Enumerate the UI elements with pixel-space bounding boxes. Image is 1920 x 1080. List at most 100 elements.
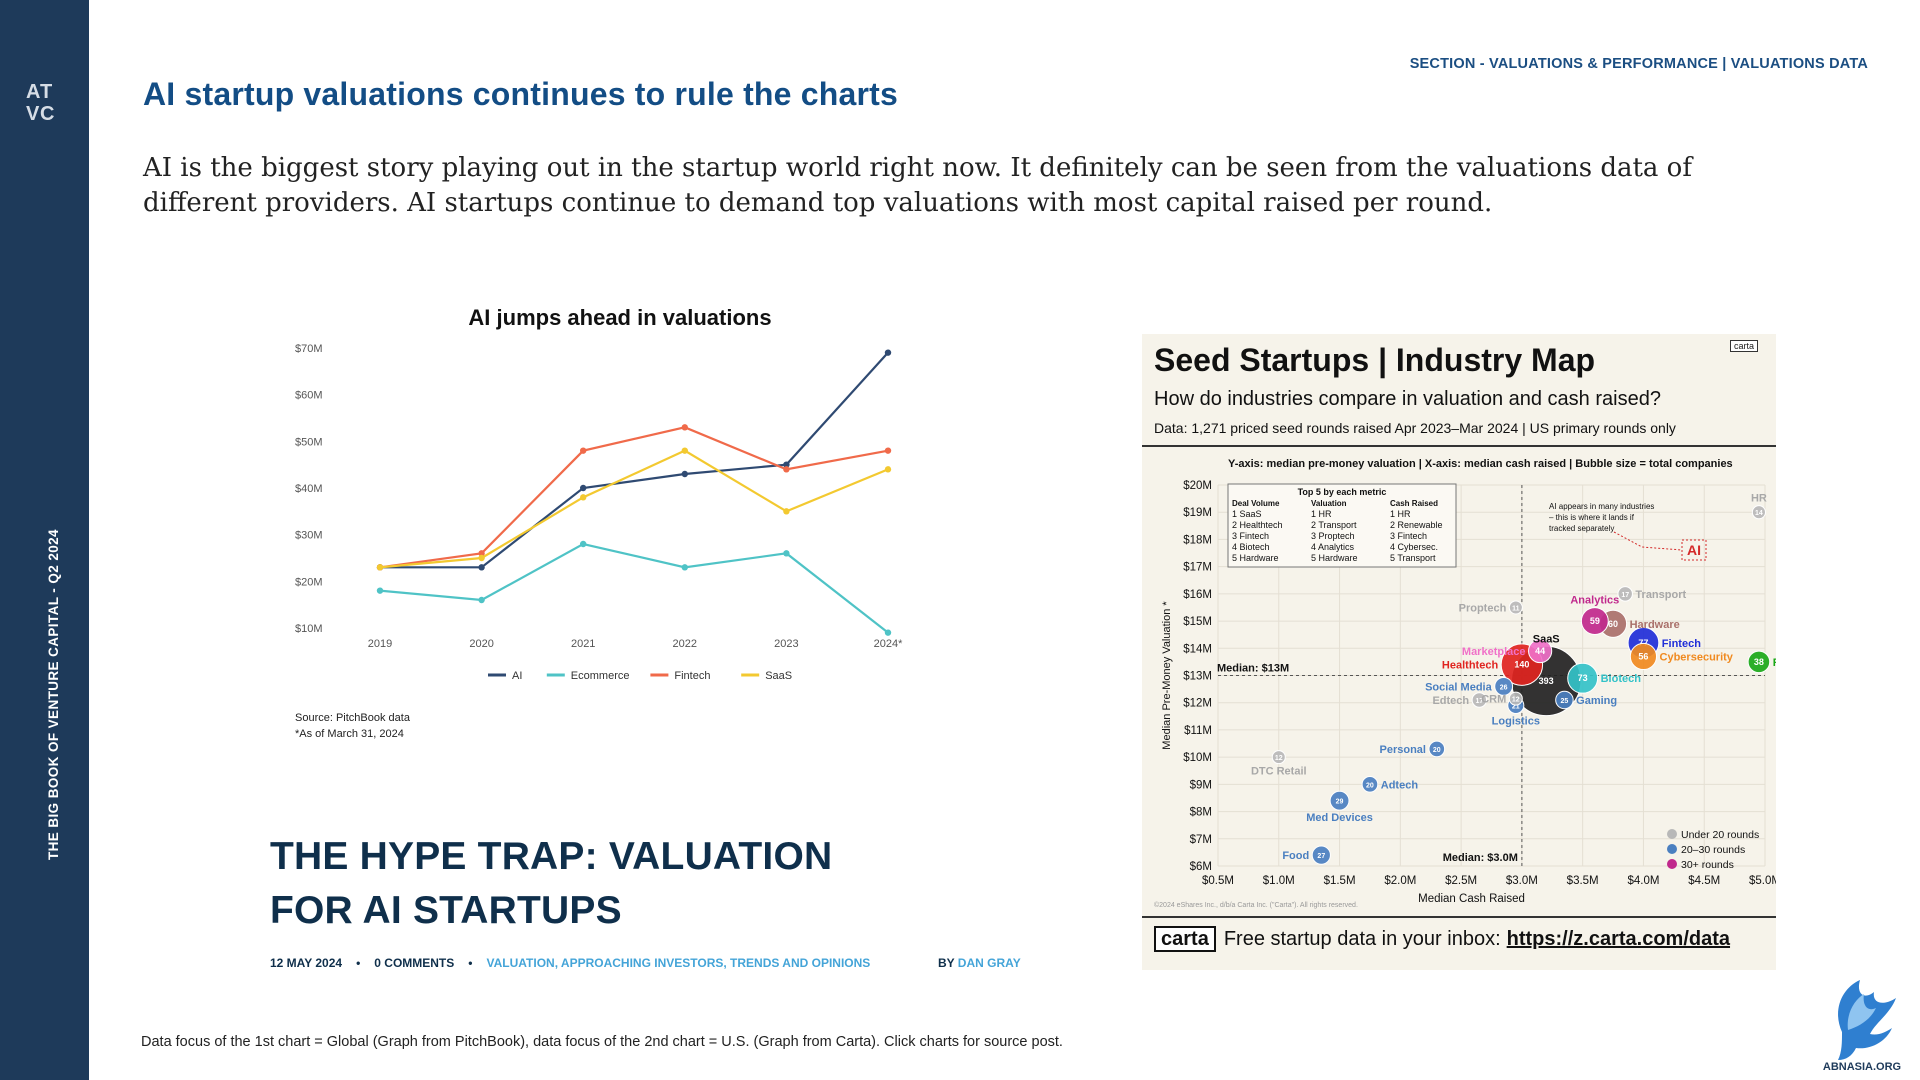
carta-y-tick-label: $10M: [1183, 752, 1212, 764]
carta-median-y-label: Median: $13M: [1217, 663, 1289, 675]
carta-bubble-count: 59: [1590, 616, 1600, 626]
article-tags-links[interactable]: VALUATION, APPROACHING INVESTORS, TRENDS…: [486, 956, 871, 970]
article-author-link[interactable]: DAN GRAY: [957, 956, 1021, 970]
carta-x-tick-label: $5.0M: [1749, 875, 1776, 887]
carta-bubble-label-gaming: Gaming: [1576, 695, 1617, 707]
carta-cta-link[interactable]: https://z.carta.com/data: [1506, 928, 1731, 950]
chart1-series-line-ecommerce: [379, 542, 889, 634]
chart1-point-saas: [783, 508, 790, 515]
chart1-y-tick-label: $50M: [295, 436, 323, 448]
carta-bubble-food: [1311, 845, 1331, 865]
carta-bubble-label-fintech: Fintech: [1662, 638, 1701, 650]
chart1-legend: AI Ecommerce Fintech SaaS: [488, 670, 792, 682]
chart1-y-tick-label: $60M: [295, 390, 323, 402]
carta-bubble-count: 14: [1755, 510, 1763, 517]
chart1-x-tick-label: 2019: [368, 638, 392, 650]
mascot-wing-shape: [1838, 980, 1896, 1060]
atvc-logo[interactable]: A T V C: [24, 78, 60, 126]
carta-bubble-count: 20: [1433, 747, 1441, 754]
chart1-legend-label: SaaS: [765, 670, 792, 682]
article-byline: BY DAN GRAY: [938, 956, 1021, 970]
chart1-y-axis: $10M $20M $30M $40M $50M $60M $70M: [295, 343, 323, 635]
sidebar-vertical-label: THE BIG BOOK OF VENTURE CAPITAL - Q2 202…: [46, 529, 61, 860]
carta-bubble-count: 17: [1621, 592, 1629, 599]
carta-median-x-label: Median: $3.0M: [1443, 852, 1518, 864]
carta-bubble-label-cybersecurity: Cybersecurity: [1660, 651, 1734, 663]
chart1-legend-label: Fintech: [674, 670, 710, 682]
footer-note: Data focus of the 1st chart = Global (Gr…: [141, 1034, 1063, 1050]
chart1-point-fintech: [884, 447, 892, 454]
carta-top5-item: 4 Biotech: [1232, 542, 1270, 552]
carta-y-tick-label: $7M: [1190, 834, 1212, 846]
chart1-title: AI jumps ahead in valuations: [468, 305, 771, 330]
carta-industry-map[interactable]: Seed Startups | Industry Map How do indu…: [1142, 334, 1776, 970]
chart1-point-ai: [580, 484, 587, 492]
carta-y-tick-label: $12M: [1183, 698, 1212, 710]
carta-bubble-med-devices: [1329, 790, 1350, 811]
carta-bubble-label-saas: SaaS: [1533, 633, 1560, 645]
article-comments[interactable]: 0 COMMENTS: [374, 956, 455, 970]
carta-legend-swatch: [1667, 844, 1677, 854]
carta-bubble-hr: [1751, 505, 1766, 520]
carta-data-note: Data: 1,271 priced seed rounds raised Ap…: [1154, 420, 1676, 436]
carta-top5-col-header: Deal Volume: [1232, 499, 1280, 508]
carta-bubble-analytics: [1580, 607, 1609, 636]
carta-top5-item: 2 Transport: [1311, 520, 1357, 530]
carta-top5-item: 5 Hardware: [1232, 553, 1279, 563]
carta-y-tick-label: $16M: [1183, 589, 1212, 601]
carta-bubble-renewables: [1747, 650, 1771, 674]
carta-y-tick-label: $19M: [1183, 507, 1212, 519]
carta-bubble-label-food: Food: [1282, 850, 1309, 862]
carta-x-tick-label: $2.5M: [1445, 875, 1477, 887]
carta-bubble-count: 38: [1754, 657, 1764, 667]
carta-bubble-count: 73: [1578, 673, 1588, 683]
carta-divider: [1142, 445, 1776, 447]
carta-x-tick-label: $0.5M: [1202, 875, 1234, 887]
carta-bubble-transport: [1617, 586, 1633, 602]
chart1-point-ai: [478, 564, 485, 571]
meta-separator-dot: •: [468, 956, 473, 970]
mascot-highlight: [1847, 994, 1876, 1030]
carta-top5-col-header: Valuation: [1311, 499, 1347, 508]
pitchbook-line-chart[interactable]: AI jumps ahead in valuations $10M $20M $30…: [270, 296, 930, 756]
chart1-source-note: Source: PitchBook data: [295, 712, 411, 724]
carta-ai-note: – this is where it lands if: [1549, 513, 1635, 522]
chart1-x-tick-label: 2020: [469, 638, 493, 650]
carta-y-tick-label: $18M: [1183, 534, 1212, 546]
abnasia-mascot-logo[interactable]: ABNASIA.ORG: [1812, 970, 1912, 1074]
carta-y-tick-label: $8M: [1190, 807, 1212, 819]
carta-axes-note: Y-axis: median pre-money valuation | X-a…: [1228, 458, 1733, 470]
carta-bubble-label-crm: CRM: [1481, 694, 1506, 706]
carta-cta[interactable]: carta Free startup data in your inbox: htt…: [1154, 926, 1731, 952]
carta-top5-item: 2 Renewable: [1390, 520, 1443, 530]
chart1-series-line-fintech: [379, 426, 889, 569]
chart1-point-fintech: [478, 550, 485, 557]
carta-legend-label: Under 20 rounds: [1681, 829, 1759, 841]
carta-bubble-dtc-retail: [1271, 750, 1286, 765]
carta-y-tick-label: $14M: [1183, 643, 1212, 655]
carta-y-tick-label: $6M: [1190, 861, 1212, 873]
carta-bubble-count: 20: [1366, 782, 1374, 789]
chart1-point-ai: [884, 349, 892, 356]
carta-ai-label: AI: [1687, 542, 1701, 558]
chart1-y-tick-label: $30M: [295, 530, 323, 542]
carta-legend-label: 30+ rounds: [1681, 859, 1734, 871]
carta-bubble-label-med-devices: Med Devices: [1306, 812, 1373, 824]
carta-y-tick-label: $9M: [1190, 779, 1212, 791]
chart1-point-ecommerce: [884, 629, 892, 636]
chart1-point-ecommerce: [681, 564, 688, 571]
chart1-point-ecommerce: [376, 587, 384, 594]
chart1-point-saas: [884, 466, 892, 473]
carta-bubble-count: 60: [1608, 619, 1618, 629]
article-card[interactable]: THE HYPE TRAP: VALUATION FOR AI STARTUPS…: [270, 830, 1030, 970]
carta-scatter-plot: Y-axis: median pre-money valuation | X-a…: [1154, 458, 1776, 909]
carta-bubble-label-hardware: Hardware: [1630, 619, 1680, 631]
chart1-point-fintech: [681, 424, 688, 431]
byline-prefix: BY: [938, 956, 955, 970]
chart1-legend-label: Ecommerce: [571, 670, 630, 682]
carta-bubble-count: 12: [1275, 755, 1283, 762]
carta-x-tick-label: $3.5M: [1567, 875, 1599, 887]
chart1-x-axis: 2019 2020 2021 2022 2023 2024*: [368, 638, 903, 650]
chart1-y-tick-label: $20M: [295, 576, 323, 588]
carta-bubble-label-personal: Personal: [1380, 744, 1426, 756]
